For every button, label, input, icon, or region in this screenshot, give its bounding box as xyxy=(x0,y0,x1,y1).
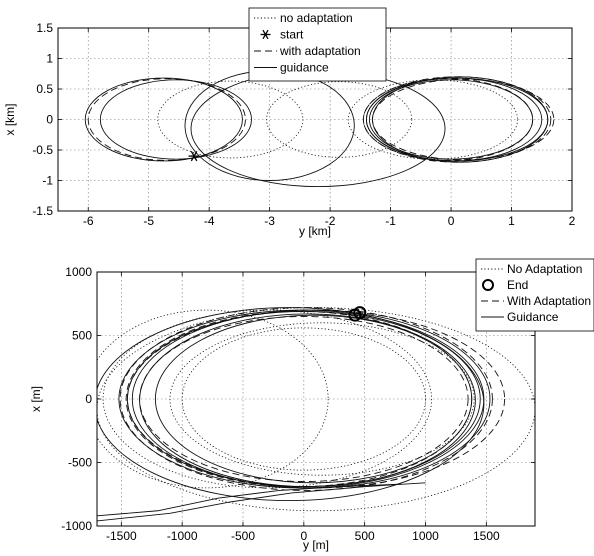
legend-box xyxy=(248,7,387,82)
x-tick-label: -1500 xyxy=(106,529,137,543)
x-tick-label: -5 xyxy=(143,214,154,228)
x-tick-label: -6 xyxy=(83,214,94,228)
legend: no adaptation start with adaptation guidanc… xyxy=(248,7,387,82)
x-axis-label: y [km] xyxy=(299,224,331,238)
legend-label: no adaptation xyxy=(280,11,353,25)
x-tick-label: 500 xyxy=(355,529,375,543)
x-axis-label: y [m] xyxy=(303,538,329,552)
x-tick-label: 1 xyxy=(508,214,515,228)
legend-label: End xyxy=(507,278,528,292)
orbit-with-adaptation xyxy=(139,316,469,483)
y-tick-label: -1.5 xyxy=(32,204,53,218)
approach-guidance xyxy=(97,482,426,522)
legend-label: Guidance xyxy=(507,310,559,324)
orbit-with-adaptation xyxy=(87,78,246,161)
y-tick-label: -1 xyxy=(42,174,53,188)
y-axis-label: x [km] xyxy=(3,104,17,136)
orbit-guidance xyxy=(84,77,243,162)
x-tick-label: 0 xyxy=(300,529,307,543)
x-tick-label: 1500 xyxy=(473,529,500,543)
y-tick-label: 1000 xyxy=(65,265,92,279)
legend-box xyxy=(475,258,594,332)
y-tick-label: -500 xyxy=(68,456,92,470)
x-tick-label: 0 xyxy=(448,214,455,228)
y-tick-label: 500 xyxy=(72,329,92,343)
chart-2: -1500 -1000 -500 0 500 1000 1500 -1000 -500 0 500 1… xyxy=(29,258,594,552)
x-tick-label: -3 xyxy=(264,214,275,228)
orbit-no-adaptation xyxy=(181,327,426,471)
y-tick-label: 0 xyxy=(85,392,92,406)
x-tick-label: 2 xyxy=(569,214,576,228)
x-tick-label: 1000 xyxy=(412,529,439,543)
orbit-no-adaptation xyxy=(169,322,475,476)
legend-label: guidance xyxy=(280,61,329,75)
legend-label: with adaptation xyxy=(279,44,361,58)
x-tick-label: -500 xyxy=(231,529,255,543)
y-axis-label: x [m] xyxy=(29,386,43,412)
orbit-guidance xyxy=(99,79,252,160)
approach-guidance xyxy=(97,483,402,517)
y-tick-label: 1.5 xyxy=(36,21,53,35)
start-marker xyxy=(188,151,200,162)
orbit-guidance xyxy=(131,309,491,489)
legend-label: With Adaptation xyxy=(507,294,591,308)
x-tick-label: -4 xyxy=(204,214,215,228)
y-tick-label: 0 xyxy=(46,113,53,127)
end-marker xyxy=(348,308,362,322)
x-tick-label: -1000 xyxy=(167,529,198,543)
orbit-no-adaptation xyxy=(157,80,304,159)
data-curves xyxy=(97,307,535,522)
y-tick-label: -0.5 xyxy=(32,143,53,157)
legend-label: start xyxy=(280,28,304,42)
legend-swatch xyxy=(262,29,269,40)
orbit-with-adaptation xyxy=(371,78,555,161)
orbit-with-adaptation xyxy=(125,310,473,488)
legend: No Adaptation End With Adaptation Guidance xyxy=(475,258,594,332)
chart-1: -6 -5 -4 -3 -2 -1 0 1 2 -1.5 -1 -0.5 0 0.5 1 1.5 y [km] x… xyxy=(3,7,576,238)
orbit-no-adaptation xyxy=(347,79,518,160)
legend-label: No Adaptation xyxy=(507,262,582,276)
orbit-with-adaptation xyxy=(119,307,493,491)
x-tick-label: -2 xyxy=(325,214,336,228)
y-tick-label: -1000 xyxy=(61,519,92,533)
orbit-with-adaptation xyxy=(362,78,534,161)
x-tick-label: -1 xyxy=(385,214,396,228)
y-tick-label: 0.5 xyxy=(36,82,53,96)
orbit-no-adaptation xyxy=(97,309,329,489)
legend-swatch xyxy=(482,279,494,291)
y-tick-label: 1 xyxy=(46,52,53,66)
data-curves xyxy=(84,70,555,188)
